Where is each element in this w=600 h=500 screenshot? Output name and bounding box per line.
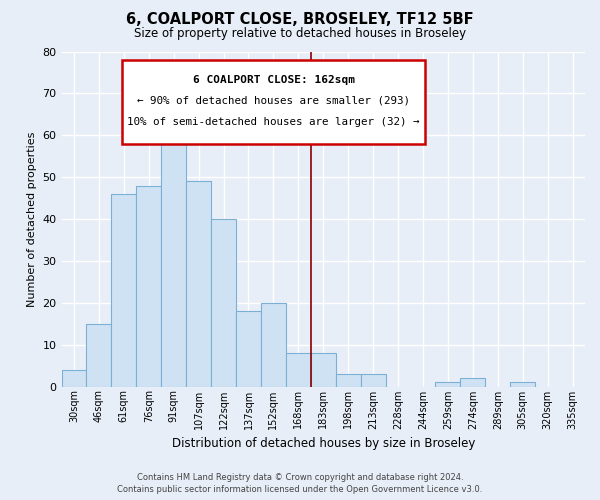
Bar (510, 382, 535, 386)
Bar (261, 303, 286, 386)
Bar (361, 374, 386, 386)
Bar (336, 374, 361, 386)
Text: Contains HM Land Registry data © Crown copyright and database right 2024.
Contai: Contains HM Land Registry data © Crown c… (118, 472, 482, 494)
Text: 6 COALPORT CLOSE: 162sqm: 6 COALPORT CLOSE: 162sqm (193, 75, 355, 85)
Bar (460, 378, 485, 386)
Text: 6, COALPORT CLOSE, BROSELEY, TF12 5BF: 6, COALPORT CLOSE, BROSELEY, TF12 5BF (126, 12, 474, 28)
Bar (136, 186, 161, 386)
Bar (436, 382, 460, 386)
Text: Size of property relative to detached houses in Broseley: Size of property relative to detached ho… (134, 28, 466, 40)
Bar (311, 353, 336, 386)
Bar (62, 370, 86, 386)
X-axis label: Distribution of detached houses by size in Broseley: Distribution of detached houses by size … (172, 437, 475, 450)
Bar (286, 353, 311, 386)
Bar (186, 182, 211, 386)
Bar (161, 136, 186, 386)
Bar (211, 219, 236, 386)
Bar (112, 194, 136, 386)
Text: 10% of semi-detached houses are larger (32) →: 10% of semi-detached houses are larger (… (127, 117, 420, 127)
FancyBboxPatch shape (122, 60, 425, 144)
Bar (86, 324, 112, 386)
Y-axis label: Number of detached properties: Number of detached properties (27, 132, 37, 306)
Bar (236, 311, 261, 386)
Text: ← 90% of detached houses are smaller (293): ← 90% of detached houses are smaller (29… (137, 95, 410, 105)
